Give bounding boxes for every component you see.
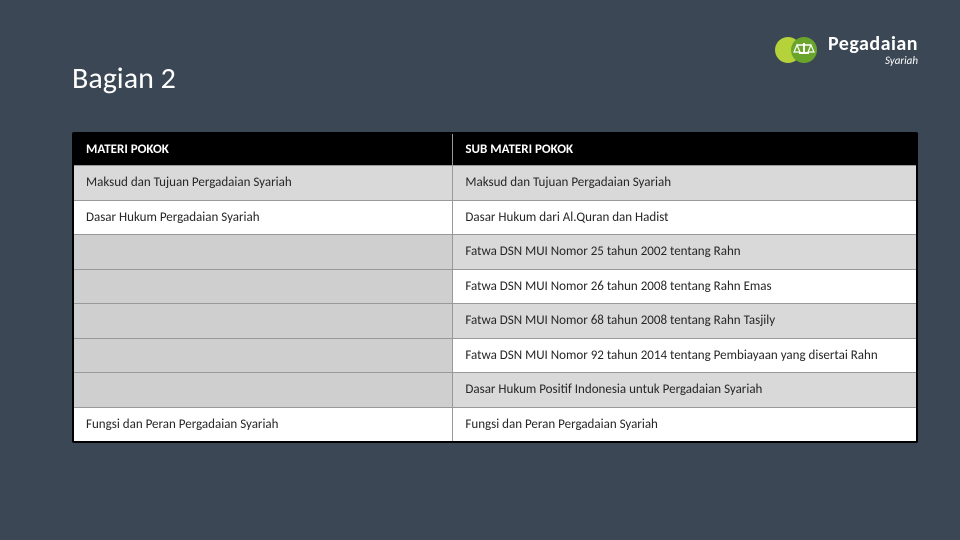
table-row: Maksud dan Tujuan Pergadaian SyariahMaks… [74,166,916,201]
cell-materi: Fungsi dan Peran Pergadaian Syariah [74,407,453,441]
cell-sub: Maksud dan Tujuan Pergadaian Syariah [453,166,916,201]
page-title: Bagian 2 [72,60,176,97]
cell-sub: Fatwa DSN MUI Nomor 26 tahun 2008 tentan… [453,269,916,304]
table-row: Fatwa DSN MUI Nomor 25 tahun 2002 tentan… [74,235,916,270]
cell-sub: Fatwa DSN MUI Nomor 92 tahun 2014 tentan… [453,338,916,373]
col-header-materi: MATERI POKOK [74,134,453,166]
cell-sub: Fatwa DSN MUI Nomor 25 tahun 2002 tentan… [453,235,916,270]
cell-materi [74,269,453,304]
cell-sub: Dasar Hukum Positif Indonesia untuk Perg… [453,373,916,408]
brand-logo: Pegadaian Syariah [774,34,918,66]
table-row: Fatwa DSN MUI Nomor 26 tahun 2008 tentan… [74,269,916,304]
col-header-sub: SUB MATERI POKOK [453,134,916,166]
table-row: Dasar Hukum Positif Indonesia untuk Perg… [74,373,916,408]
cell-sub: Dasar Hukum dari Al.Quran dan Hadist [453,200,916,235]
materi-table: MATERI POKOK SUB MATERI POKOK Maksud dan… [72,132,918,443]
table-header-row: MATERI POKOK SUB MATERI POKOK [74,134,916,166]
table-row: Dasar Hukum Pergadaian SyariahDasar Huku… [74,200,916,235]
cell-materi [74,373,453,408]
cell-sub: Fatwa DSN MUI Nomor 68 tahun 2008 tentan… [453,304,916,339]
cell-materi [74,338,453,373]
cell-materi [74,304,453,339]
table-row: Fatwa DSN MUI Nomor 92 tahun 2014 tentan… [74,338,916,373]
cell-sub: Fungsi dan Peran Pergadaian Syariah [453,407,916,441]
logo-main-text: Pegadaian [828,34,918,54]
logo-icon [774,35,822,65]
logo-sub-text: Syariah [828,55,918,66]
table-row: Fatwa DSN MUI Nomor 68 tahun 2008 tentan… [74,304,916,339]
cell-materi: Maksud dan Tujuan Pergadaian Syariah [74,166,453,201]
cell-materi [74,235,453,270]
cell-materi: Dasar Hukum Pergadaian Syariah [74,200,453,235]
table-row: Fungsi dan Peran Pergadaian SyariahFungs… [74,407,916,441]
